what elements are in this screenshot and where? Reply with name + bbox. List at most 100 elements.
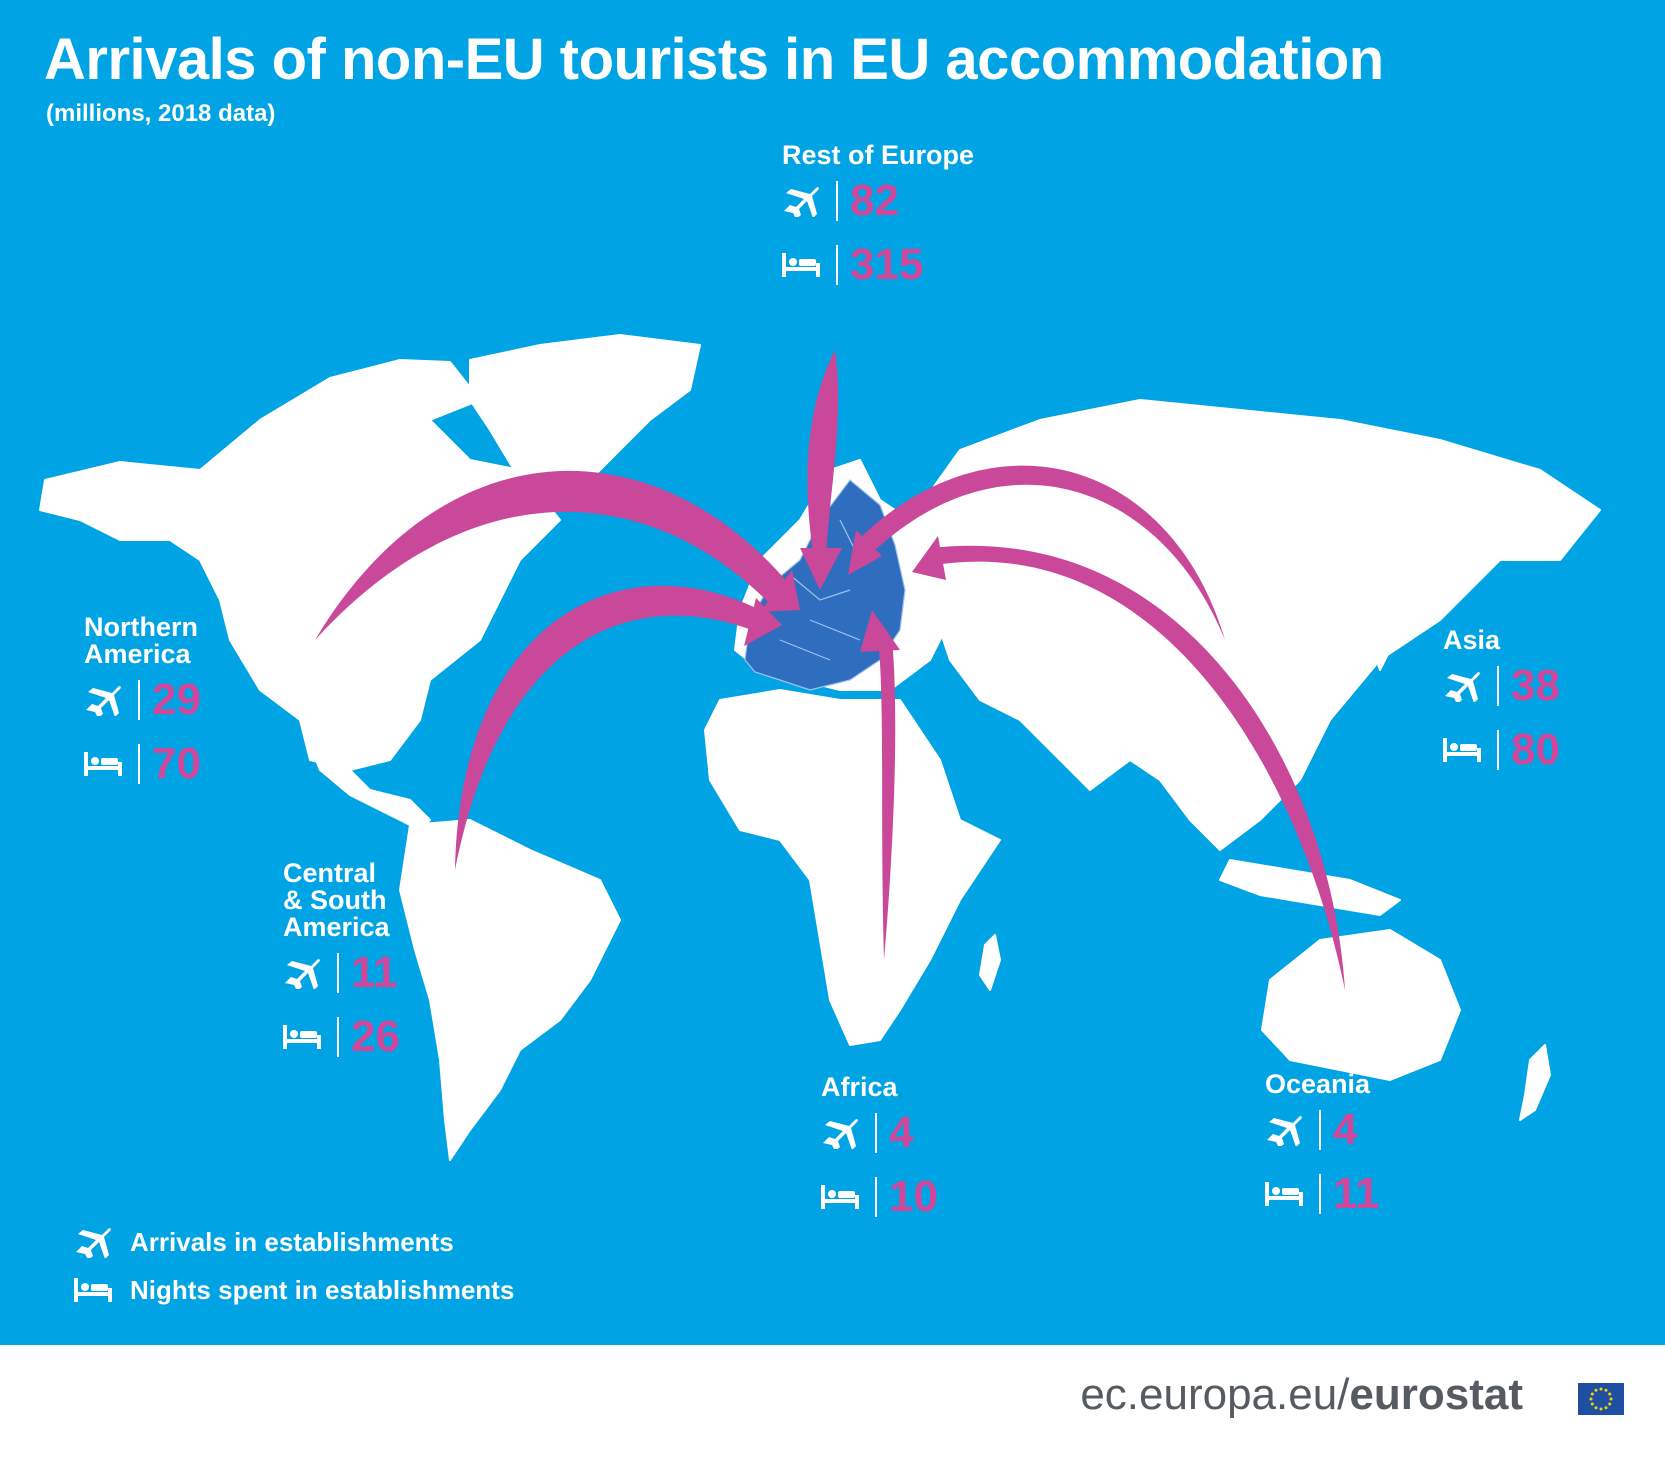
legend-nights-label: Nights spent in establishments bbox=[130, 1274, 515, 1305]
new-zealand-shape bbox=[1519, 1044, 1551, 1121]
bed-icon bbox=[1443, 732, 1485, 768]
region-name: Oceania bbox=[1265, 1069, 1371, 1099]
arrow-northern-america bbox=[315, 470, 790, 640]
greenland-shape bbox=[469, 334, 701, 521]
arrivals-row: 82 bbox=[782, 169, 974, 233]
arrow-central-south-america bbox=[455, 585, 760, 870]
separator bbox=[875, 1113, 877, 1153]
page-subtitle: (millions, 2018 data) bbox=[46, 100, 276, 127]
separator bbox=[1319, 1110, 1321, 1150]
eu-borders bbox=[779, 519, 861, 661]
region-name: Rest of Europe bbox=[782, 140, 975, 170]
separator bbox=[836, 245, 838, 285]
separator bbox=[138, 680, 140, 720]
legend: Arrivals in establishments Nights spent … bbox=[74, 1218, 514, 1314]
arrow-oceania-head bbox=[912, 536, 946, 580]
region-name: Northern America bbox=[84, 612, 198, 669]
region-name: Central & South America bbox=[283, 858, 390, 942]
arrivals-row: 29 bbox=[84, 668, 201, 732]
separator bbox=[836, 181, 838, 221]
footer-link[interactable]: ec.europa.eu/eurostat bbox=[1080, 1370, 1523, 1420]
separator bbox=[1497, 730, 1499, 770]
nights-value: 315 bbox=[850, 240, 924, 289]
arrow-central-south-america-head bbox=[744, 598, 782, 646]
page-title: Arrivals of non-EU tourists in EU accomm… bbox=[44, 27, 1384, 92]
arrow-rest-of-europe-head bbox=[800, 548, 842, 590]
arrivals-row: 11 bbox=[283, 941, 400, 1005]
arrivals-row: 4 bbox=[821, 1101, 938, 1165]
arrivals-row: 38 bbox=[1443, 654, 1560, 718]
bed-icon bbox=[74, 1272, 130, 1308]
footer-site: ec.europa.eu/ bbox=[1080, 1370, 1350, 1419]
legend-arrivals-label: Arrivals in establishments bbox=[130, 1226, 454, 1257]
nights-value: 10 bbox=[889, 1172, 938, 1221]
airplane-icon bbox=[1265, 1112, 1307, 1148]
region-central-south-america: Central & South America 11 26 bbox=[283, 860, 400, 1069]
arrow-asia-upper-head bbox=[848, 530, 882, 575]
region-africa: Africa 4 10 bbox=[821, 1074, 938, 1229]
flow-arrows bbox=[315, 350, 1345, 990]
arrivals-row: 4 bbox=[1265, 1098, 1380, 1162]
bed-icon bbox=[283, 1019, 325, 1055]
bed-icon bbox=[1265, 1176, 1307, 1212]
map-panel: Arrivals of non-EU tourists in EU accomm… bbox=[0, 0, 1665, 1345]
region-oceania: Oceania 4 11 bbox=[1265, 1071, 1380, 1226]
legend-nights: Nights spent in establishments bbox=[74, 1266, 514, 1314]
separator bbox=[875, 1177, 877, 1217]
arrivals-value: 4 bbox=[1333, 1105, 1358, 1154]
arrow-rest-of-europe bbox=[807, 350, 839, 560]
nights-value: 26 bbox=[351, 1012, 400, 1061]
nights-row: 26 bbox=[283, 1005, 400, 1069]
airplane-icon bbox=[84, 682, 126, 718]
bed-icon bbox=[782, 247, 824, 283]
arrow-africa bbox=[878, 640, 896, 960]
south-america-shape bbox=[399, 819, 621, 1161]
eu-flag-icon bbox=[1578, 1383, 1624, 1415]
arrivals-value: 11 bbox=[351, 948, 398, 997]
airplane-icon bbox=[782, 183, 824, 219]
separator bbox=[1319, 1174, 1321, 1214]
africa-shape bbox=[704, 689, 1001, 1046]
airplane-icon bbox=[74, 1224, 130, 1260]
madagascar-shape bbox=[979, 934, 1001, 991]
nights-row: 315 bbox=[782, 233, 974, 297]
bed-icon bbox=[821, 1179, 863, 1215]
arrivals-value: 29 bbox=[152, 675, 201, 724]
separator bbox=[337, 953, 339, 993]
australia-shape bbox=[1261, 929, 1461, 1081]
indonesia-shape bbox=[1219, 859, 1401, 916]
region-name: Asia bbox=[1443, 625, 1501, 655]
separator bbox=[138, 744, 140, 784]
asia-shape bbox=[909, 399, 1601, 851]
region-rest-of-europe: Rest of Europe 82 315 bbox=[782, 142, 974, 297]
north-america-shape bbox=[39, 359, 561, 771]
region-asia: Asia 38 80 bbox=[1443, 627, 1560, 782]
arrow-asia-upper bbox=[858, 465, 1225, 640]
separator bbox=[1497, 666, 1499, 706]
japan-shape bbox=[1369, 579, 1411, 671]
bed-icon bbox=[84, 746, 126, 782]
nights-value: 80 bbox=[1511, 725, 1560, 774]
continents bbox=[39, 334, 1601, 1161]
nights-row: 80 bbox=[1443, 718, 1560, 782]
region-northern-america: Northern America 29 70 bbox=[84, 614, 201, 796]
arrivals-value: 4 bbox=[889, 1108, 914, 1157]
nights-row: 70 bbox=[84, 732, 201, 796]
footer-brand: eurostat bbox=[1349, 1370, 1523, 1419]
arrow-africa-head bbox=[860, 610, 900, 652]
arrivals-value: 38 bbox=[1511, 661, 1560, 710]
airplane-icon bbox=[283, 955, 325, 991]
arrow-northern-america-head bbox=[760, 570, 800, 612]
nights-row: 11 bbox=[1265, 1162, 1380, 1226]
arrivals-value: 82 bbox=[850, 176, 899, 225]
airplane-icon bbox=[1443, 668, 1485, 704]
world-map bbox=[39, 334, 1601, 1161]
nights-row: 10 bbox=[821, 1165, 938, 1229]
region-name: Africa bbox=[821, 1072, 898, 1102]
nights-value: 70 bbox=[152, 739, 201, 788]
airplane-icon bbox=[821, 1115, 863, 1151]
legend-arrivals: Arrivals in establishments bbox=[74, 1218, 514, 1266]
nights-value: 11 bbox=[1333, 1169, 1380, 1218]
separator bbox=[337, 1017, 339, 1057]
